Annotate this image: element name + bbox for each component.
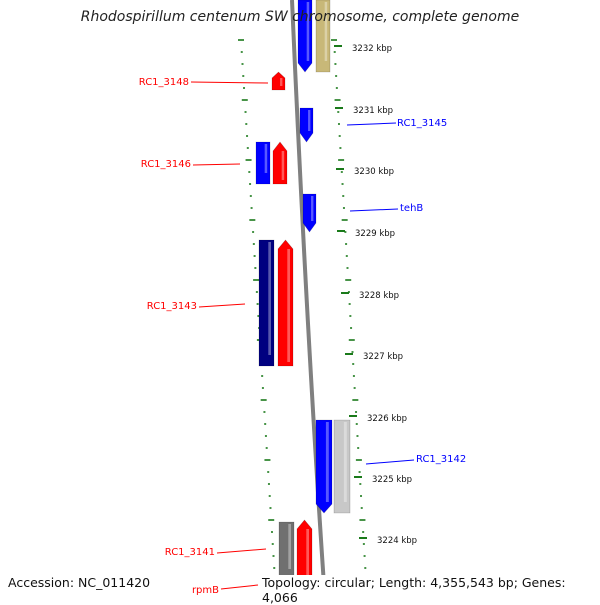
topology-text: Topology: circular; Length: 4,355,543 bp… [262, 575, 600, 605]
kbp-label: 3226 kbp [367, 414, 407, 424]
accession-text: Accession: NC_011420 [8, 575, 151, 590]
gene-arrow [315, 0, 331, 73]
gene-label: RC1_3142 [416, 454, 466, 465]
gene-arrow-highlight [306, 2, 310, 61]
gene-label: RC1_3148 [139, 77, 189, 88]
label-leader-lines [190, 81, 415, 590]
gene-label-leader [220, 584, 259, 590]
kbp-label: 3232 kbp [352, 44, 392, 54]
gene-label-leader [365, 459, 415, 465]
gene-label: RC1_3146 [141, 159, 191, 170]
gene-label-leader [190, 81, 269, 84]
gene-arrow [297, 0, 313, 73]
gene-arrow-highlight [288, 524, 291, 569]
gene-arrow [299, 107, 314, 143]
gene-label-leader [192, 163, 241, 166]
gene-arrow-highlight [281, 151, 285, 180]
kbp-label: 3224 kbp [377, 536, 417, 546]
gene-arrow [296, 519, 313, 581]
gene-arrow [258, 239, 275, 367]
gene-arrow-highlight [264, 144, 268, 173]
gene-label-leader [349, 208, 399, 212]
gene-arrow-highlight [306, 529, 309, 576]
gene-arrow [255, 141, 271, 185]
labels: 3232 kbp 3231 kbp 3230 kbp 3229 kbp 3228 kbp… [139, 44, 467, 596]
kbp-label: 3225 kbp [372, 475, 412, 485]
gene-label-leader [198, 303, 246, 308]
gene-arrow-highlight [324, 2, 328, 61]
gene-arrow-highlight [268, 242, 271, 355]
axis-path [290, 0, 327, 601]
gene-arrow-highlight [287, 249, 290, 362]
gene-arrow [271, 71, 286, 91]
gene-arrow [278, 521, 295, 581]
gene-label: RC1_3145 [397, 118, 447, 129]
gene-label-leader [216, 548, 267, 554]
kbp-label: 3228 kbp [359, 291, 399, 301]
gene-label-leader [346, 122, 397, 126]
gene-arrow-highlight [308, 110, 311, 131]
tick-marks [238, 39, 369, 581]
gene-arrow-highlight [325, 422, 329, 502]
gene-label: tehB [400, 203, 423, 214]
gene-label: RC1_3141 [165, 547, 215, 558]
gene-features [255, 0, 351, 581]
map-title: Rhodospirillum centenum SW chromosome, c… [80, 9, 520, 25]
kbp-label: 3230 kbp [354, 167, 394, 177]
gene-label: RC1_3143 [147, 301, 197, 312]
gene-arrow-highlight [343, 422, 347, 502]
gene-arrow [315, 419, 333, 514]
kbp-label: 3229 kbp [355, 229, 395, 239]
gene-label: rpmB [192, 585, 219, 596]
gene-arrow [333, 419, 351, 514]
gene-arrow [272, 141, 288, 185]
gene-arrow [302, 193, 317, 233]
gene-arrow-highlight [280, 78, 283, 86]
axis-line [290, 0, 327, 601]
gene-arrow [277, 239, 294, 367]
kbp-label: 3227 kbp [363, 352, 403, 362]
gene-arrow-highlight [311, 196, 314, 221]
kbp-label: 3231 kbp [353, 106, 393, 116]
